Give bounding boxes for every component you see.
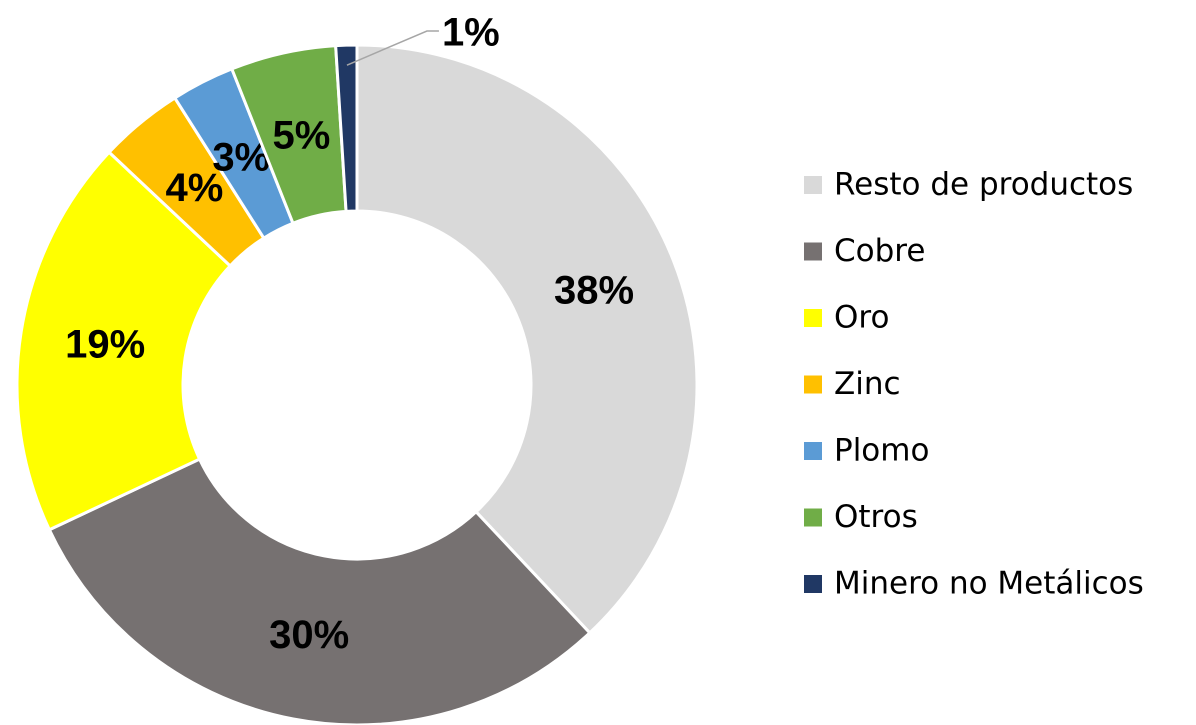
legend-label: Zinc xyxy=(834,366,901,402)
slice xyxy=(47,457,592,725)
data-label: 19% xyxy=(65,323,145,367)
legend-label: Otros xyxy=(834,499,918,535)
legend-swatch xyxy=(804,508,822,527)
legend-swatch xyxy=(804,375,822,394)
slice xyxy=(355,43,699,635)
legend-swatch xyxy=(804,242,822,261)
data-label: 38% xyxy=(554,269,634,313)
legend-label: Oro xyxy=(834,300,889,336)
data-label: 4% xyxy=(166,166,224,210)
legend-swatch xyxy=(804,442,822,460)
data-label: 1% xyxy=(442,11,500,55)
legend-label: Plomo xyxy=(834,433,929,469)
data-label: 30% xyxy=(269,613,349,657)
legend-swatch xyxy=(804,309,822,327)
slice xyxy=(334,43,359,213)
legend-label: Resto de productos xyxy=(834,167,1133,203)
legend-label: Cobre xyxy=(834,233,925,269)
slice xyxy=(15,150,233,532)
leader-line xyxy=(346,30,439,66)
legend-swatch xyxy=(804,176,822,194)
legend-swatch xyxy=(804,575,822,593)
data-label: 5% xyxy=(272,114,330,158)
legend-label: Minero no Metálicos xyxy=(834,566,1144,602)
